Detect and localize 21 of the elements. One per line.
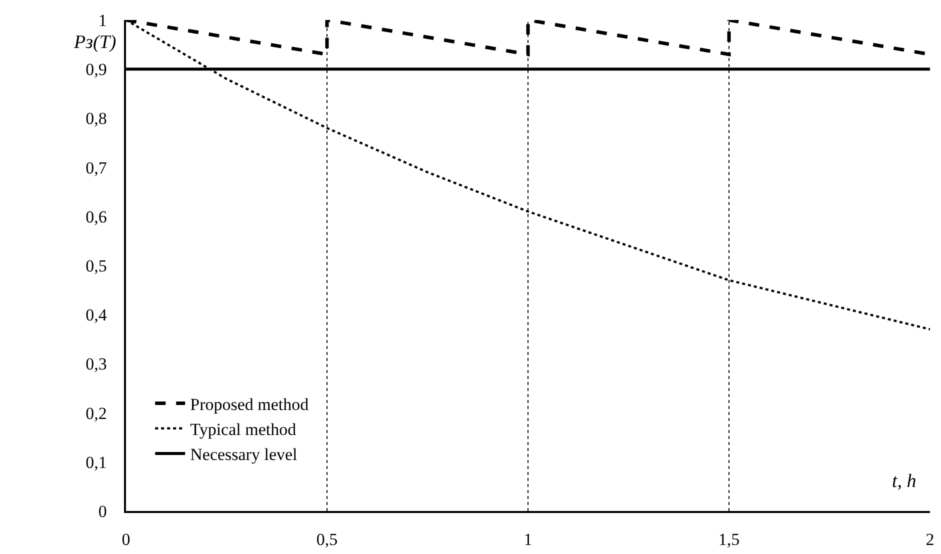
y-tick-label: 0,4 xyxy=(86,306,108,325)
y-tick-label: 0,1 xyxy=(86,452,107,472)
legend-label: Proposed method xyxy=(190,394,310,414)
legend-label: Necessary level xyxy=(190,445,298,464)
x-tick-label: 0 xyxy=(122,530,130,550)
y-tick-label: 0,9 xyxy=(86,60,107,80)
y-tick-label: 0,7 xyxy=(86,158,108,178)
y-tick-label: 1 xyxy=(98,10,107,30)
x-tick-label: 1,5 xyxy=(718,530,740,550)
y-tick-label: 0,3 xyxy=(86,354,107,374)
legend-label: Typical method xyxy=(190,420,297,439)
x-axis-title: t, h xyxy=(892,471,916,492)
x-tick-label: 1 xyxy=(524,530,532,550)
y-tick-label: 0,5 xyxy=(86,256,107,276)
x-tick-label: 0,5 xyxy=(316,530,338,550)
y-tick-label: 0,8 xyxy=(86,109,107,128)
y-tick-label: 0 xyxy=(98,502,107,521)
x-tick-label: 2 xyxy=(926,530,934,550)
y-tick-label: 0,6 xyxy=(86,207,107,226)
y-tick-label: 0,2 xyxy=(86,404,107,423)
y-axis-title: Pз(T) xyxy=(73,32,116,53)
